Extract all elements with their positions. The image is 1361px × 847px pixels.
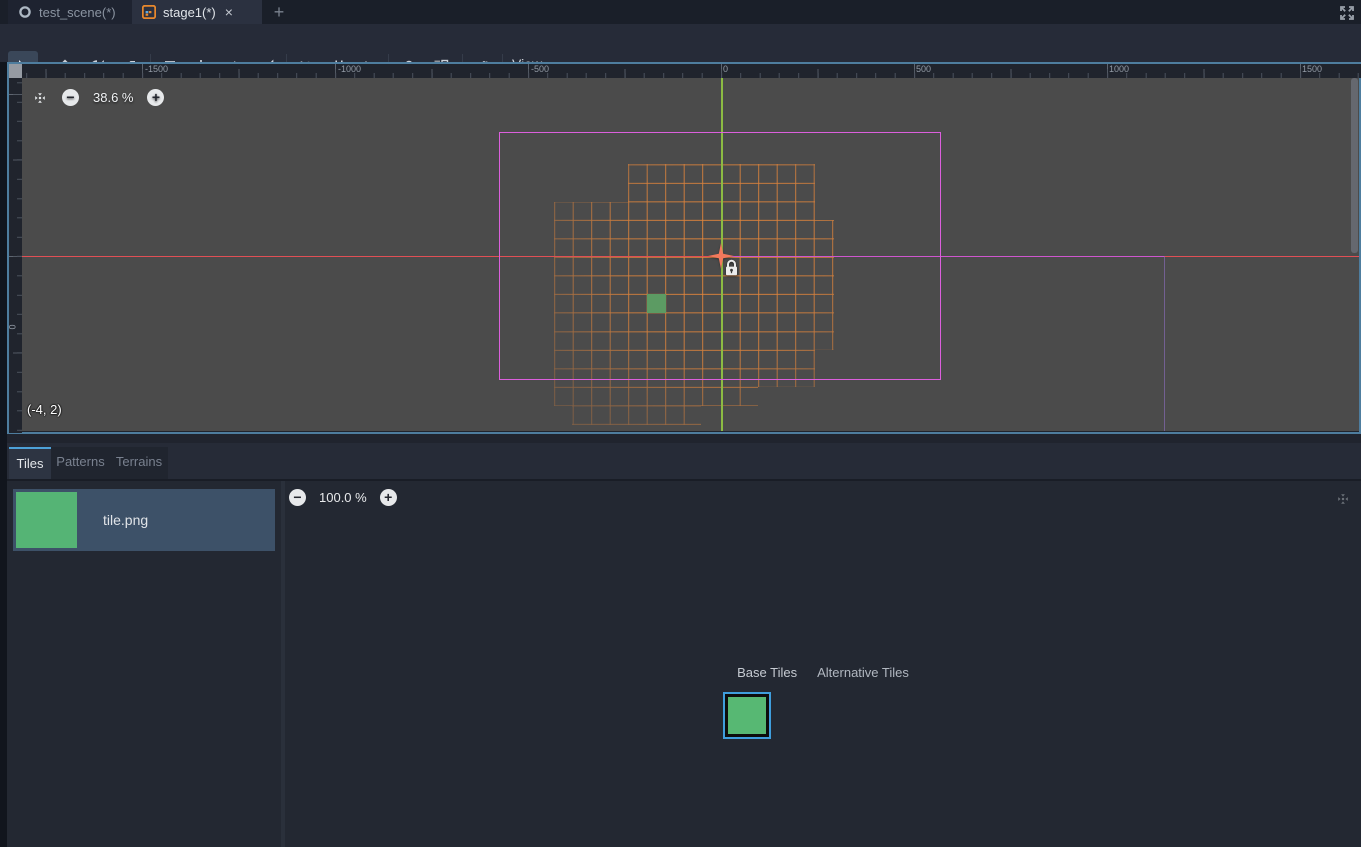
tab-base-tiles[interactable]: Base Tiles <box>737 665 798 680</box>
ruler-top: -1500 -1000 -500 0 500 1000 1500 <box>22 64 1361 78</box>
panel-splitter[interactable] <box>281 481 285 847</box>
scene-tab-label: stage1(*) <box>163 4 216 20</box>
ruler-label: 1500 <box>1302 64 1323 74</box>
zoom-percent[interactable]: 38.6 % <box>93 90 134 105</box>
zoom-in-button[interactable]: + <box>379 489 397 506</box>
tab-terrains[interactable]: Terrains <box>110 447 168 479</box>
scene-tab-stage1[interactable]: stage1(*) × <box>132 0 262 24</box>
vertical-scrollbar[interactable] <box>1351 78 1358 253</box>
dock-edge-strip <box>0 62 7 847</box>
locked-node-icon <box>723 258 740 277</box>
tile-sources-list: tile.png <box>7 481 281 847</box>
ruler-corner-box <box>9 64 22 78</box>
tab-alternative-tiles[interactable]: Alternative Tiles <box>817 665 909 680</box>
tile-atlas-view[interactable]: − 100.0 % + Base Tiles Alternative Tiles <box>285 481 1361 847</box>
add-scene-tab-button[interactable]: + <box>273 2 285 22</box>
tab-tiles[interactable]: Tiles <box>9 447 51 479</box>
ruler-label: 1000 <box>1109 64 1130 74</box>
atlas-zoom-controls: − 100.0 % + <box>289 489 397 506</box>
selected-base-tile[interactable] <box>723 692 771 739</box>
panel-divider <box>7 479 1361 481</box>
scene-tab-test-scene[interactable]: test_scene(*) <box>8 0 132 24</box>
window-rect-top-edge <box>721 255 1164 257</box>
center-view-icon[interactable] <box>1335 491 1351 507</box>
tab-patterns[interactable]: Patterns <box>51 447 110 479</box>
project-window-rect <box>499 132 941 380</box>
painted-tile <box>647 294 666 313</box>
tile-source-item[interactable]: tile.png <box>13 489 275 551</box>
ruler-left: 0 <box>9 78 22 433</box>
center-view-icon[interactable] <box>32 90 48 106</box>
atlas-zoom-percent[interactable]: 100.0 % <box>319 490 367 505</box>
ruler-label: 0 <box>9 324 18 329</box>
zoom-out-button[interactable]: − <box>289 489 306 506</box>
ruler-label: -1500 <box>145 64 169 74</box>
scene-tab-label: test_scene(*) <box>39 4 116 20</box>
atlas-tab-bar: Base Tiles Alternative Tiles <box>285 665 1361 680</box>
canvas-toolbar: ⋮ View <box>0 24 1361 82</box>
viewport-zoom-controls: − 38.6 % + <box>32 89 165 106</box>
expand-fullscreen-icon[interactable] <box>1338 4 1356 22</box>
tile-source-name: tile.png <box>103 512 149 528</box>
tile-source-thumbnail <box>16 492 77 548</box>
close-tab-icon[interactable]: × <box>224 4 233 20</box>
node-position-gizmo[interactable] <box>707 242 735 270</box>
scene-tab-bar: test_scene(*) stage1(*) × + <box>0 0 1361 24</box>
zoom-out-button[interactable]: − <box>62 89 79 106</box>
tilemap-grid <box>554 164 834 425</box>
ruler-label: 0 <box>723 64 729 74</box>
x-axis-line <box>22 256 1359 257</box>
node-circle-icon <box>19 6 31 18</box>
ruler-label: -500 <box>531 64 550 74</box>
window-rect-right-edge <box>1164 256 1165 431</box>
base-tile-texture <box>725 694 769 737</box>
cursor-coordinates: (-4, 2) <box>27 402 62 417</box>
zoom-in-button[interactable]: + <box>147 89 165 106</box>
canvas-2d-viewport[interactable]: − 38.6 % + (-4, 2) <box>22 78 1359 431</box>
ruler-label: 500 <box>916 64 932 74</box>
tilemap-toolbar: Tiles Patterns Terrains <box>7 443 1361 479</box>
tilemap-icon <box>142 5 156 19</box>
ruler-label: -1000 <box>338 64 362 74</box>
